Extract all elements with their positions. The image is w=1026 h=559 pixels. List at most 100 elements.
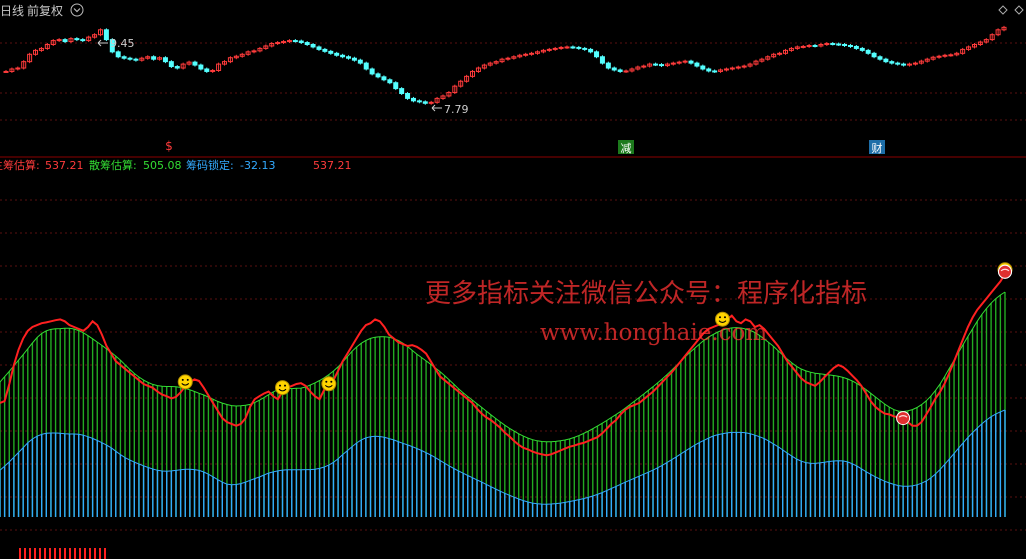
candle-body: [281, 41, 287, 44]
legend-value: -32.13: [240, 159, 275, 172]
candle-body: [387, 79, 393, 84]
candle-body: [983, 39, 989, 43]
candle-body: [895, 62, 901, 65]
candle-body: [647, 63, 653, 67]
candle-body: [529, 52, 535, 55]
candle-body: [80, 39, 86, 42]
candle-body: [121, 56, 127, 59]
candle-body: [977, 41, 983, 45]
watermark-line1: 更多指标关注微信公众号：程序化指标: [425, 279, 867, 309]
candle-body: [635, 66, 641, 70]
candle-body: [558, 46, 564, 49]
event-marker[interactable]: 财: [872, 141, 883, 155]
smiley-icon: [275, 380, 291, 396]
price-gridlines: [0, 42, 1026, 121]
candle-body: [694, 62, 700, 67]
candle-body: [464, 75, 470, 82]
price-panel[interactable]: 9.45 7.79 $ 减 财: [0, 25, 1026, 155]
green-series-edge: [0, 291, 1006, 443]
blue-series-edge: [0, 409, 1006, 505]
candle-body: [641, 65, 647, 68]
candle-body: [481, 64, 487, 69]
candle-body: [369, 68, 375, 75]
legend-label: 散筹估算:: [89, 158, 137, 172]
candle-body: [286, 40, 292, 43]
candle-body: [399, 88, 405, 94]
event-marker[interactable]: 减: [621, 142, 632, 155]
candle-body: [924, 58, 930, 62]
adjust-label[interactable]: 前复权: [27, 3, 63, 18]
candle-body: [127, 57, 133, 60]
candle-body: [9, 68, 15, 72]
candle-body: [954, 52, 960, 56]
candle-body: [180, 63, 186, 69]
candle-body: [62, 39, 68, 43]
red-ball-markers: [896, 264, 1012, 426]
candle-body: [357, 59, 363, 64]
indicator-panel[interactable]: 更多指标关注微信公众号：程序化指标 www.honghaie.com 主筹估算:…: [0, 158, 1026, 559]
diamond-icon[interactable]: [998, 5, 1008, 15]
candle-body: [960, 48, 966, 54]
chevron-down-icon[interactable]: [70, 3, 84, 17]
candle-body: [723, 68, 729, 71]
candle-body: [989, 34, 995, 41]
candle-body: [540, 49, 546, 53]
red-ball-icon: [896, 411, 911, 426]
candle-body: [139, 57, 145, 61]
candle-body: [363, 62, 369, 70]
candle-body: [788, 47, 794, 51]
candle-body: [889, 61, 895, 64]
candle-body: [221, 61, 227, 65]
candle-body: [653, 63, 659, 66]
candle-body: [257, 47, 263, 52]
candle-body: [859, 47, 865, 51]
candle-body: [611, 67, 617, 71]
candle-body: [316, 46, 322, 50]
blue-bar-series: [0, 409, 1006, 517]
candle-body: [912, 62, 918, 65]
candle-body: [452, 85, 458, 94]
candle-body: [847, 44, 853, 47]
candle-body: [871, 52, 877, 58]
red-ball-icon: [998, 264, 1012, 279]
period-label[interactable]: 日线: [0, 4, 24, 18]
red-ball-shine: [898, 415, 908, 418]
candle-body: [422, 101, 428, 104]
candle-body: [729, 67, 735, 70]
candle-body: [115, 51, 121, 58]
smiley-eye: [330, 380, 333, 383]
candle-body: [741, 65, 747, 68]
smiley-icon: [321, 376, 337, 392]
candle-body: [210, 69, 216, 72]
candle-body: [470, 70, 476, 77]
candle-body: [174, 66, 180, 69]
candle-body: [162, 57, 168, 63]
legend-value: 537.21: [45, 159, 84, 172]
candle-body: [771, 53, 777, 58]
candle-body: [783, 49, 789, 54]
candle-body: [800, 45, 806, 48]
candle-body: [676, 61, 682, 64]
candle-body: [393, 82, 399, 90]
legend-label: 筹码锁定:: [186, 158, 234, 172]
event-marker-bg: [869, 140, 885, 154]
candle-body: [842, 44, 848, 46]
candle-body: [735, 66, 741, 69]
candle-body: [33, 49, 39, 55]
candle-body: [777, 52, 783, 55]
candle-body: [227, 57, 233, 63]
diamond-icon[interactable]: [1014, 5, 1024, 15]
smiley-eye: [279, 384, 282, 387]
candle-body: [576, 46, 582, 49]
candle-body: [245, 51, 251, 55]
smiley-eye: [723, 316, 726, 319]
candle-body: [239, 53, 245, 57]
event-marker[interactable]: $: [165, 139, 173, 153]
candle-body: [27, 53, 33, 63]
candle-body: [605, 62, 611, 69]
event-markers: $ 减 财: [165, 139, 885, 155]
candle-body: [263, 45, 269, 49]
candle-body: [97, 29, 103, 36]
candle-body: [493, 61, 499, 64]
